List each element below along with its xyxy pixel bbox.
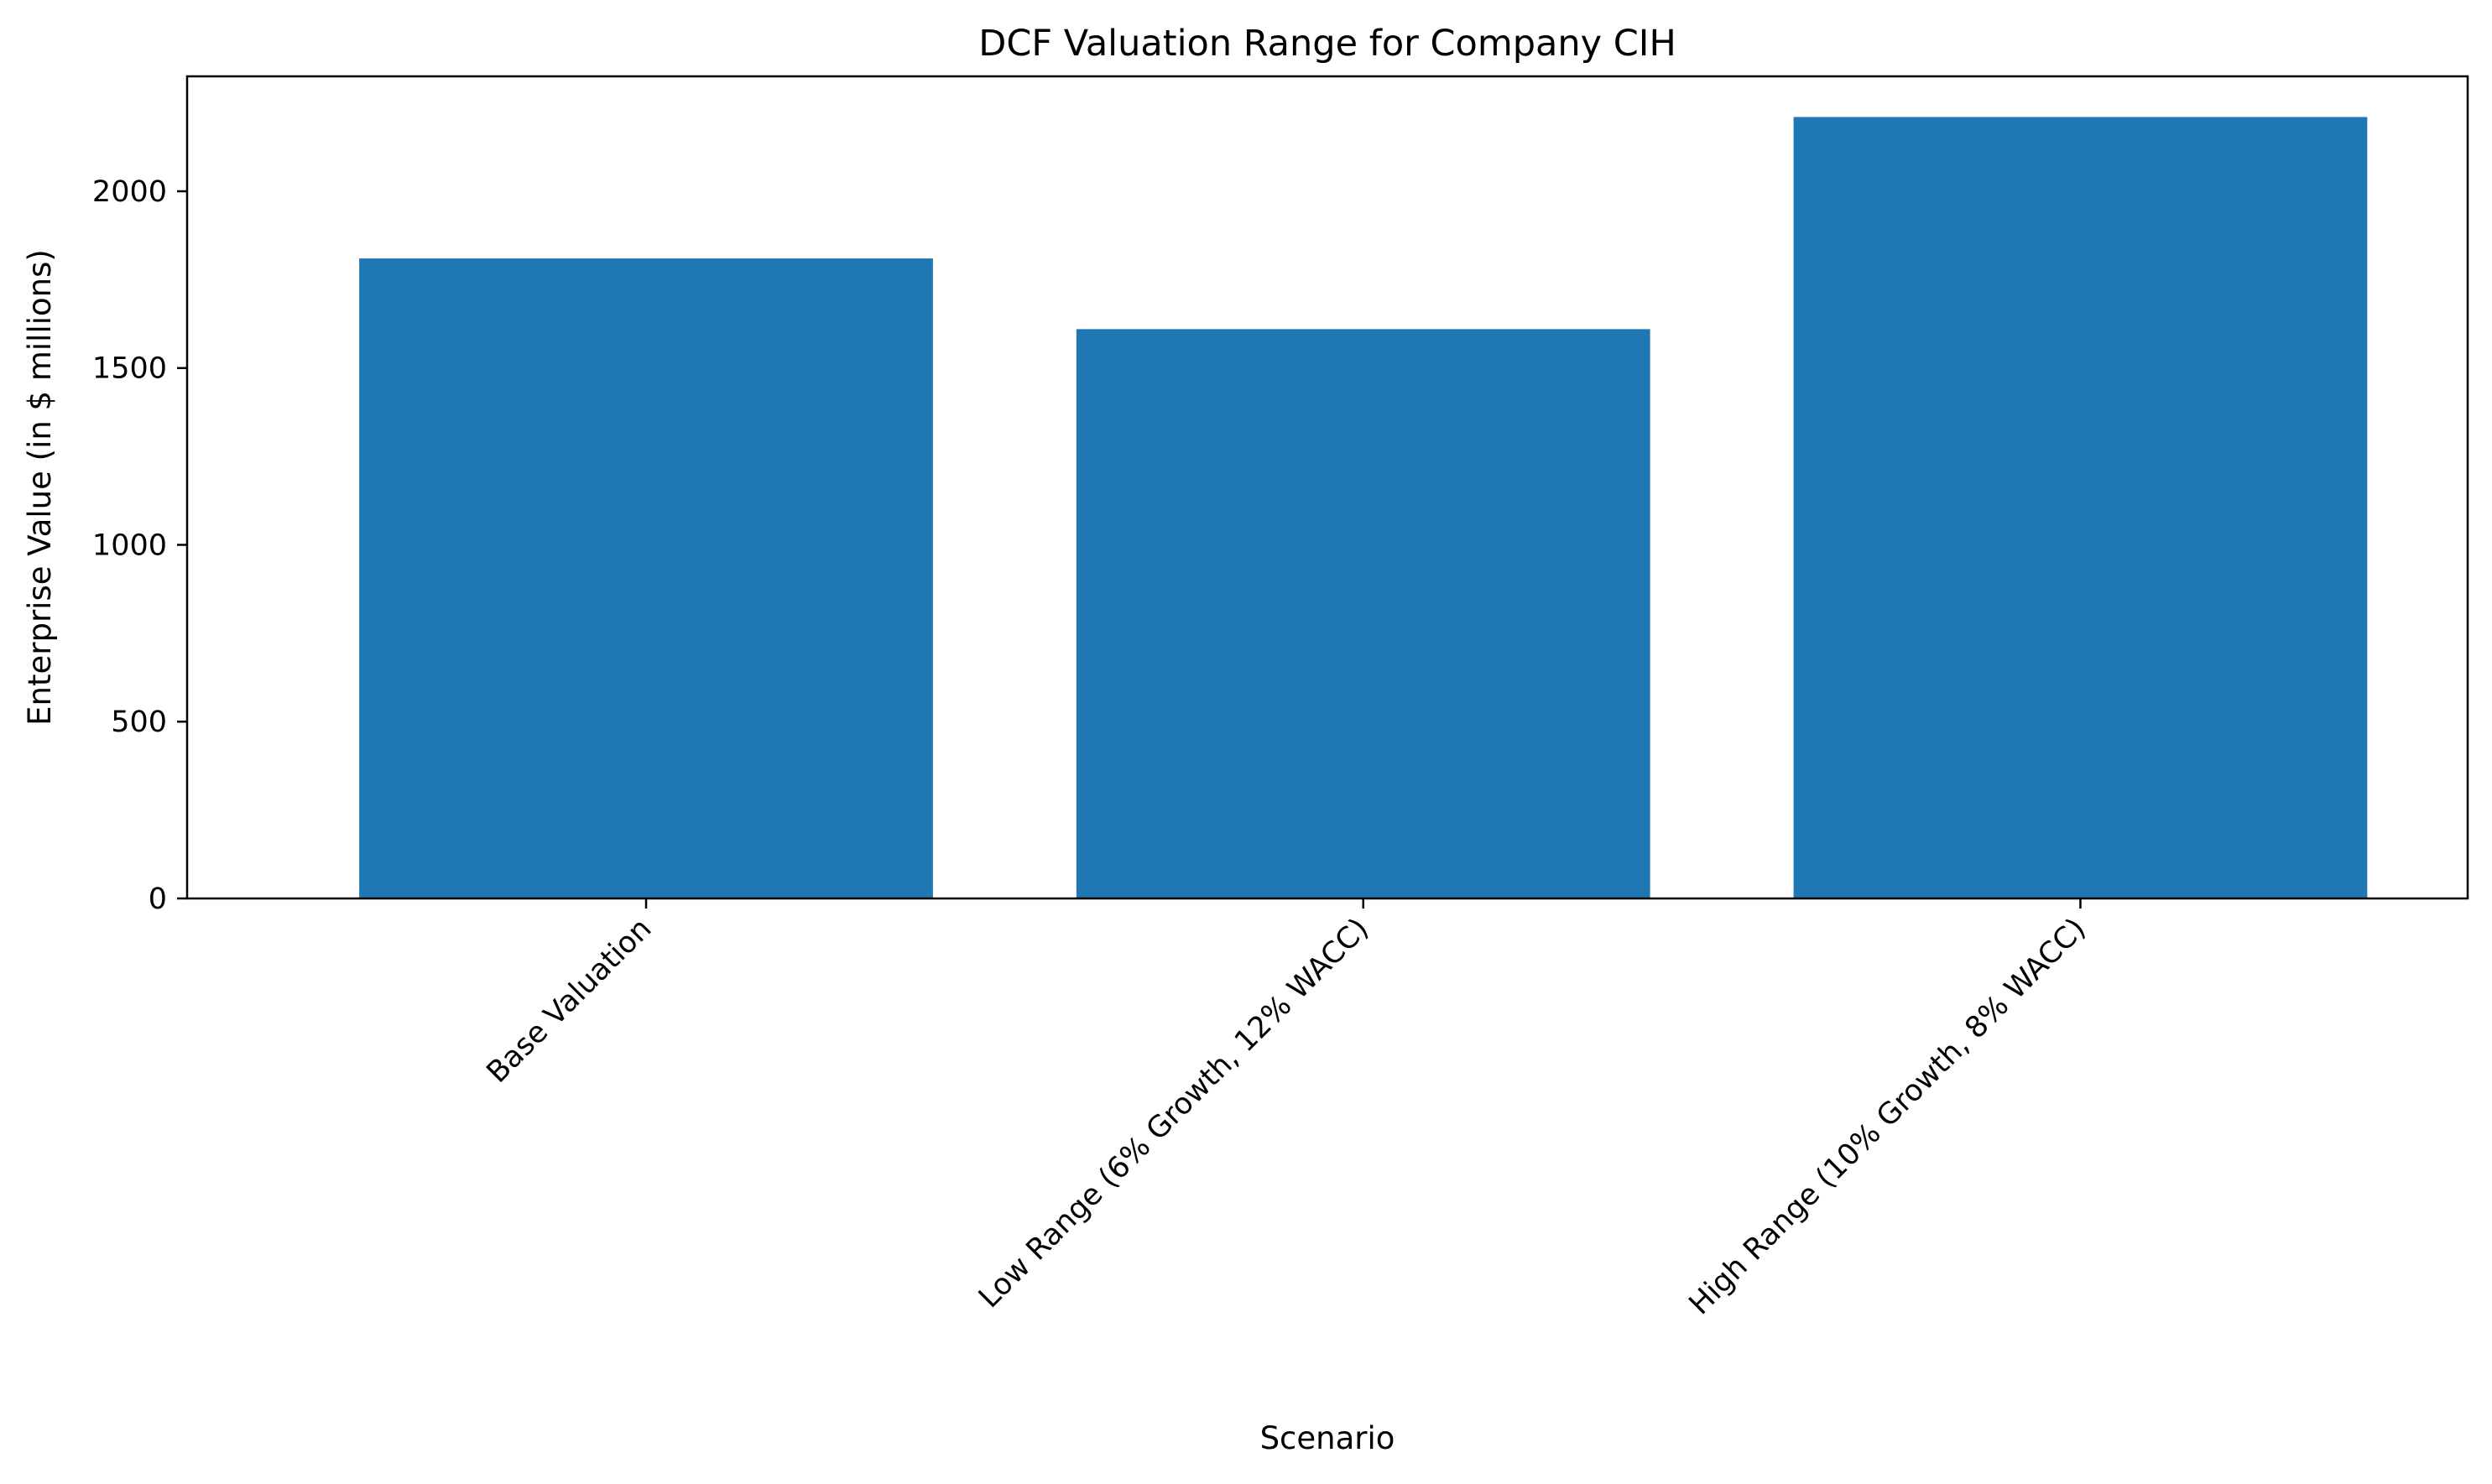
y-tick-label: 500 — [111, 706, 167, 739]
y-tick-label: 2000 — [92, 175, 167, 209]
bar-2 — [1076, 329, 1650, 898]
plot-frame — [185, 75, 2469, 900]
y-axis-label: Enterprise Value (in $ millions) — [22, 249, 58, 726]
bar-3 — [1793, 117, 2368, 898]
y-ticks-layer: 0 500 1000 1500 2000 — [92, 175, 187, 916]
chart-title: DCF Valuation Range for Company CIH — [978, 23, 1676, 65]
y-tick-label: 1000 — [92, 529, 167, 562]
bars-layer — [359, 117, 2368, 898]
y-tick-label: 0 — [149, 883, 167, 916]
x-axis-label: Scenario — [1260, 1420, 1395, 1456]
bar-1 — [359, 258, 933, 898]
y-tick-label: 1500 — [92, 352, 167, 386]
